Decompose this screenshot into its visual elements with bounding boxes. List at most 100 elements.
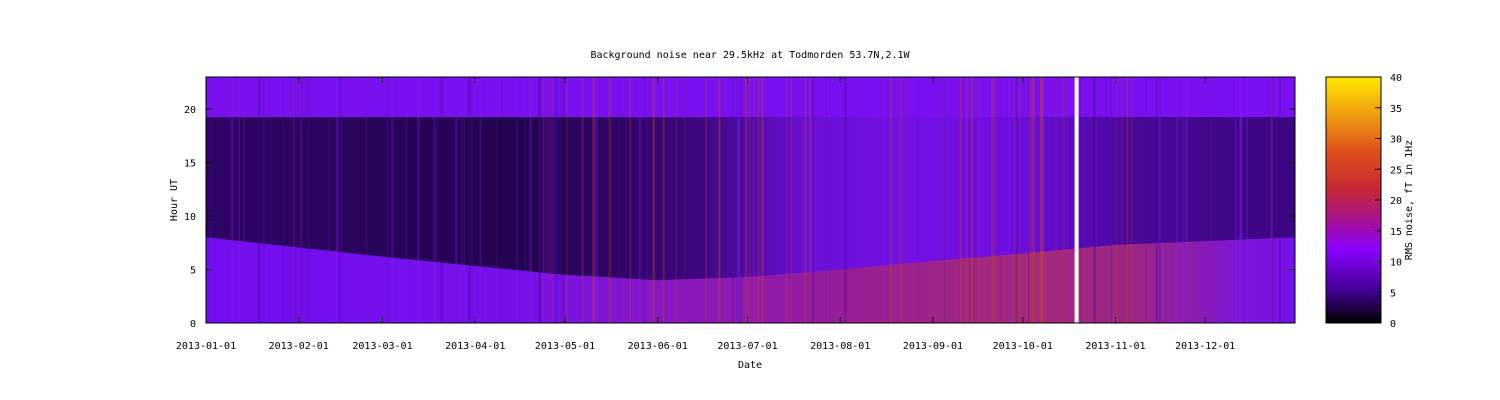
- streak: [336, 77, 339, 323]
- streak: [718, 77, 721, 323]
- streak: [581, 77, 584, 323]
- data-gap: [1074, 77, 1079, 323]
- heatmap-plot-area: [206, 77, 1295, 323]
- streak: [740, 77, 742, 323]
- streak: [1235, 77, 1237, 323]
- streak: [1126, 77, 1129, 323]
- daytime-region: [206, 117, 1295, 281]
- x-tick-label: 2013-09-01: [903, 341, 963, 352]
- streak: [1029, 77, 1032, 323]
- streak: [548, 77, 552, 323]
- streak: [744, 77, 748, 323]
- streak: [341, 77, 344, 323]
- streak: [440, 77, 443, 323]
- streak: [538, 77, 541, 323]
- streak: [943, 77, 946, 323]
- streak: [479, 77, 482, 323]
- streak: [257, 77, 261, 323]
- streak: [948, 77, 950, 323]
- streak: [524, 77, 527, 323]
- streak: [958, 77, 961, 323]
- x-tick-label: 2013-11-01: [1085, 341, 1145, 352]
- streak: [825, 77, 827, 323]
- streak: [1027, 77, 1030, 323]
- streak: [662, 77, 666, 323]
- streak: [1185, 77, 1188, 323]
- streak: [629, 77, 632, 323]
- streak: [455, 77, 458, 323]
- streak: [595, 77, 598, 323]
- colorbar-tick-label: 0: [1390, 319, 1396, 330]
- streak: [1270, 77, 1272, 323]
- streak: [546, 77, 549, 323]
- streak: [437, 77, 439, 323]
- streak: [812, 77, 814, 323]
- streak: [543, 77, 545, 323]
- streak: [617, 77, 620, 323]
- streak: [1008, 77, 1011, 323]
- streak: [455, 77, 457, 323]
- streak: [1105, 77, 1107, 323]
- streak: [1019, 77, 1021, 323]
- streak: [404, 77, 408, 323]
- streak: [786, 77, 788, 323]
- streak: [391, 77, 394, 323]
- streak: [1129, 77, 1133, 323]
- streak: [1210, 77, 1212, 323]
- streak: [683, 77, 686, 323]
- streak: [1239, 77, 1243, 323]
- y-tick-label: 5: [190, 266, 196, 277]
- streak: [210, 77, 212, 323]
- streak: [1063, 77, 1066, 323]
- streak: [471, 77, 474, 323]
- streak: [1271, 77, 1273, 323]
- streak: [899, 77, 903, 323]
- streak: [897, 77, 899, 323]
- streak: [978, 77, 980, 323]
- streak: [552, 77, 555, 323]
- streak: [538, 77, 541, 323]
- x-tick-label: 2013-06-01: [628, 341, 688, 352]
- streak: [1080, 77, 1082, 323]
- streak: [1095, 77, 1097, 323]
- streak: [960, 77, 962, 323]
- streak: [231, 77, 234, 323]
- streak: [1165, 77, 1167, 323]
- streak: [295, 77, 297, 323]
- x-tick-label: 2013-12-01: [1175, 341, 1235, 352]
- streak: [282, 77, 284, 323]
- streak: [304, 77, 306, 323]
- streak: [794, 77, 796, 323]
- streak: [971, 77, 974, 323]
- colorbar-axis: 0 5 10 15 20 25 30 35 40: [1375, 73, 1402, 330]
- streak: [639, 77, 641, 323]
- y-tick-label: 15: [184, 159, 196, 170]
- streak: [916, 77, 919, 323]
- streak: [581, 77, 584, 323]
- chart-title: Background noise near 29.5kHz at Todmord…: [590, 50, 910, 61]
- streak: [563, 77, 565, 323]
- plot-frame: [205, 76, 1296, 324]
- streak: [1040, 77, 1043, 323]
- streak: [554, 77, 557, 323]
- streak: [737, 77, 741, 323]
- streak: [292, 77, 295, 323]
- streak: [804, 77, 807, 323]
- streak: [646, 77, 648, 323]
- streak: [757, 77, 760, 323]
- streak: [607, 77, 611, 323]
- x-tick-label: 2013-10-01: [993, 341, 1053, 352]
- streak: [337, 77, 341, 323]
- streak: [675, 77, 678, 323]
- streak: [229, 77, 232, 323]
- streak: [1115, 77, 1118, 323]
- streak: [748, 77, 751, 323]
- colorbar-tick-label: 25: [1390, 165, 1402, 176]
- streak: [1157, 77, 1161, 323]
- streak: [942, 77, 945, 323]
- streak: [461, 77, 464, 323]
- streak: [645, 77, 648, 323]
- streak: [662, 77, 665, 323]
- night-band-region: [206, 237, 1295, 323]
- streak: [592, 77, 595, 323]
